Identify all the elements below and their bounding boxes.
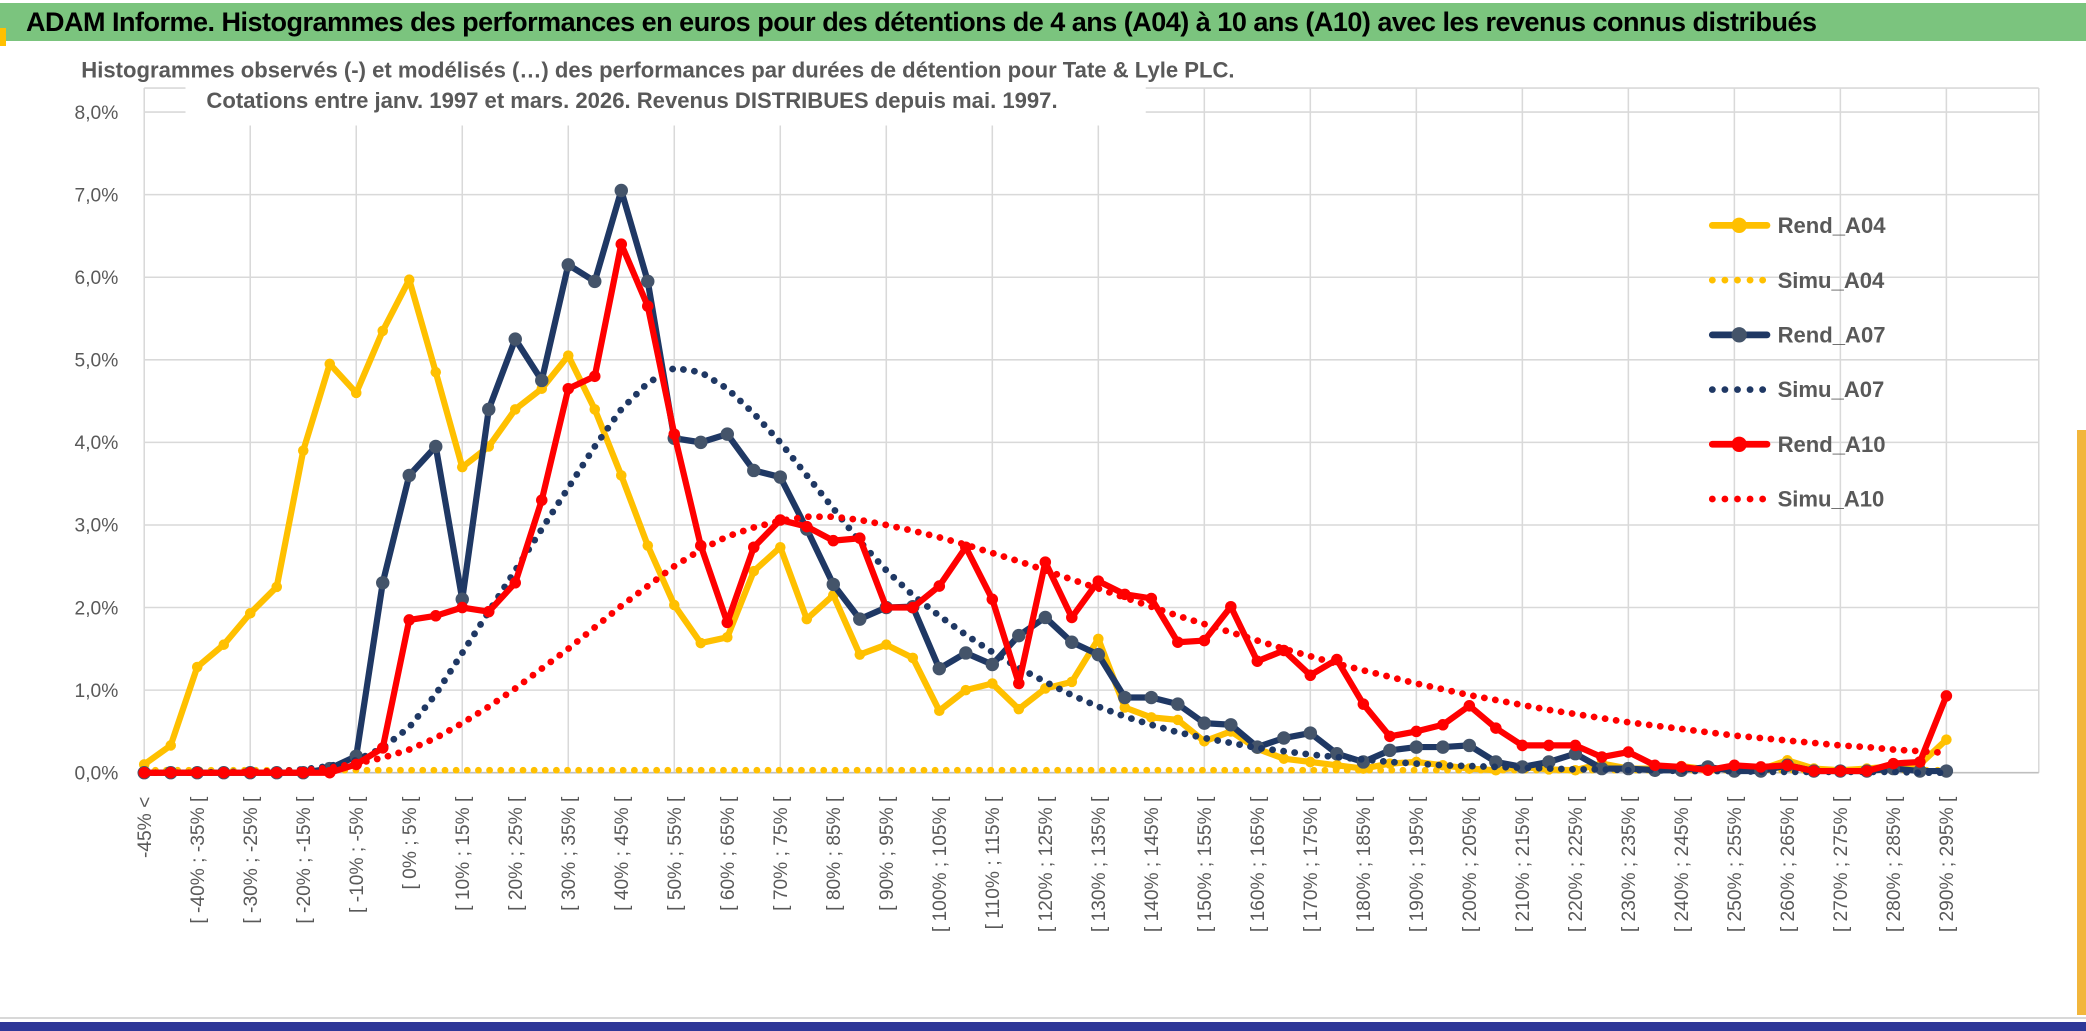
x-tick-label: [ 70% ; 75% [ [771, 796, 792, 911]
title-bar: ADAM Informe. Histogrammes des performan… [0, 3, 2086, 41]
x-tick-label: [ 160% ; 165% [ [1248, 796, 1269, 932]
x-tick-label: [ 50% ; 55% [ [665, 796, 686, 911]
x-tick-label: [ 110% ; 115% [ [983, 796, 1004, 929]
legend-label: Rend_A10 [1778, 432, 1886, 457]
x-tick-label: [ 250% ; 255% [ [1725, 796, 1746, 932]
legend-label: Simu_A04 [1778, 268, 1885, 293]
chart-area[interactable]: -45% < [ -40% ; -35% [ [ -30% ; -25% [ [ -2… [0, 41, 2086, 1031]
x-tick-label: [ 80% ; 85% [ [824, 796, 845, 911]
y-axis-labels: 0,0% 1,0% 2,0% 3,0% 4,0% 5,0% 6,0% 7,0% 8,0% [75, 103, 119, 785]
x-tick-label: [ 30% ; 35% [ [559, 796, 580, 911]
legend-label: Rend_A04 [1778, 213, 1887, 238]
x-tick-label: [ 290% ; 295% [ [1937, 796, 1958, 932]
x-tick-label: [ 20% ; 25% [ [506, 796, 527, 911]
x-tick-label: [ 100% ; 105% [ [930, 796, 951, 932]
x-tick-label: [ 120% ; 125% [ [1036, 796, 1057, 932]
x-tick-label: [ 40% ; 45% [ [612, 796, 633, 911]
x-tick-label: [ 130% ; 135% [ [1089, 796, 1110, 932]
window-bottom-divider [0, 1017, 2086, 1019]
legend: Rend_A04 Simu_A04 Rend_A07 Simu_A07 Rend_A10… [1708, 213, 1887, 512]
legend-label: Simu_A10 [1778, 487, 1885, 512]
x-tick-label: [ 210% ; 215% [ [1513, 796, 1534, 932]
x-tick-label: [ 90% ; 95% [ [877, 796, 898, 911]
x-tick-label: -45% < [135, 797, 156, 858]
x-tick-label: [ 230% ; 235% [ [1619, 796, 1640, 932]
x-tick-label: [ 240% ; 245% [ [1672, 796, 1693, 932]
x-tick-label: [ -40% ; -35% [ [188, 796, 209, 924]
chart-title-line1: Histogrammes observés (-) et modélisés (… [81, 57, 1234, 82]
x-tick-label: [ 10% ; 15% [ [453, 796, 474, 911]
x-tick-label: [ 60% ; 65% [ [718, 796, 739, 911]
x-tick-label: [ 180% ; 185% [ [1354, 796, 1375, 932]
x-tick-label: [ 200% ; 205% [ [1460, 796, 1481, 932]
legend-item-Simu_A07[interactable]: Simu_A07 [1708, 377, 1885, 402]
bottom-edge-bar [0, 1022, 2086, 1031]
x-tick-label: [ 190% ; 195% [ [1407, 796, 1428, 932]
y-tick-label: 6,0% [75, 268, 119, 289]
y-tick-label: 1,0% [75, 681, 119, 702]
y-tick-label: 0,0% [75, 763, 119, 784]
y-tick-label: 5,0% [75, 351, 119, 372]
title-bar-text: ADAM Informe. Histogrammes des performan… [26, 6, 1817, 37]
legend-item-Rend_A04[interactable]: Rend_A04 [1708, 213, 1887, 238]
y-tick-label: 2,0% [75, 598, 119, 619]
series-Rend_A10[interactable] [138, 238, 1953, 779]
left-edge-accent [0, 28, 6, 46]
series-group [137, 183, 1954, 780]
legend-item-Rend_A07[interactable]: Rend_A07 [1708, 323, 1886, 348]
x-tick-label: [ 260% ; 265% [ [1778, 796, 1799, 932]
series-Simu_A10[interactable] [140, 513, 1950, 777]
x-tick-label: [ 150% ; 155% [ [1195, 796, 1216, 932]
x-axis-labels: -45% < [ -40% ; -35% [ [ -30% ; -25% [ [ -2… [135, 796, 1958, 932]
x-tick-label: [ -30% ; -25% [ [241, 796, 262, 924]
chart-title-line2: Cotations entre janv. 1997 et mars. 2026… [206, 88, 1057, 113]
legend-item-Rend_A10[interactable]: Rend_A10 [1708, 432, 1886, 457]
y-tick-label: 8,0% [75, 103, 119, 124]
x-tick-label: [ 170% ; 175% [ [1301, 796, 1322, 932]
y-tick-label: 4,0% [75, 433, 119, 454]
x-tick-label: [ 0% ; 5% [ [400, 796, 421, 889]
chart-title-box [185, 50, 1146, 126]
legend-label: Rend_A07 [1778, 323, 1886, 348]
y-tick-label: 7,0% [75, 185, 119, 206]
x-tick-label: [ 140% ; 145% [ [1142, 796, 1163, 932]
legend-item-Simu_A04[interactable]: Simu_A04 [1708, 268, 1885, 293]
gridlines [143, 87, 2040, 774]
legend-label: Simu_A07 [1778, 377, 1885, 402]
right-edge-scrollbar-accent [2077, 430, 2086, 1015]
x-tick-label: [ 270% ; 275% [ [1831, 796, 1852, 932]
legend-item-Simu_A10[interactable]: Simu_A10 [1708, 487, 1885, 512]
y-tick-label: 3,0% [75, 516, 119, 537]
series-Simu_A07[interactable] [140, 364, 1950, 777]
x-tick-label: [ -20% ; -15% [ [294, 796, 315, 924]
x-tick-label: [ 220% ; 225% [ [1566, 796, 1587, 932]
x-tick-label: [ 280% ; 285% [ [1884, 796, 1905, 932]
x-tick-label: [ -10% ; -5% [ [347, 796, 368, 913]
